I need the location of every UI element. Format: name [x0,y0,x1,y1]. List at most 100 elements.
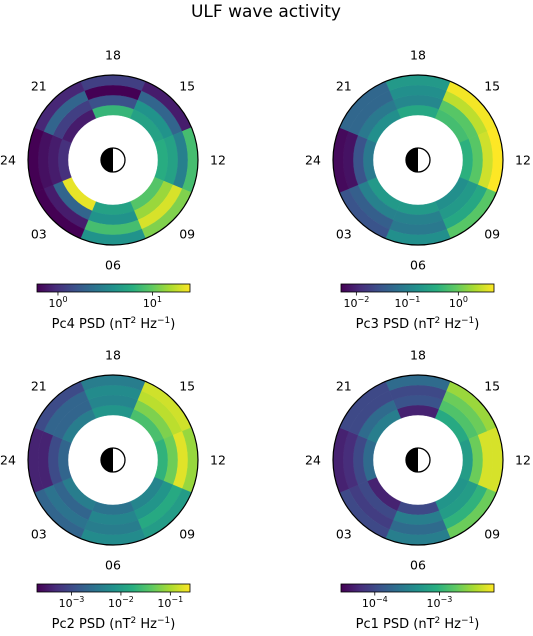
colorbar-tick-label: 10−2 [344,295,370,310]
heatmap-cell [163,434,179,486]
sun-outline [405,147,431,173]
mlt-label: 03 [31,227,47,242]
colorbar-tick-label: 10−3 [427,595,453,610]
heatmap-cell [342,431,359,489]
heatmap-cell [352,434,368,486]
heatmap-cell [442,484,488,530]
heatmap-cell [133,99,174,140]
heatmap-cell [389,219,447,236]
mlt-label: 09 [484,227,500,242]
heatmap-cell [442,390,488,436]
sun-outline [405,447,431,473]
mlt-label: 03 [336,527,352,542]
heatmap-cell [348,390,394,436]
heatmap-cell [434,476,470,512]
heatmap-cell [442,90,488,136]
heatmap-cell [61,408,97,444]
heatmap-cell [61,176,97,212]
panel-pc1: 18 15 12 09 06 03 24 21 10−4 10−3 Pc1 PSD (nT2 Hz−… [305,348,531,633]
mlt-label: 15 [179,78,195,93]
heatmap-cell [137,184,183,230]
heatmap-cell [84,519,142,536]
colorbar-tick-label: 10−2 [108,595,134,610]
heatmap-cell [352,134,368,186]
heatmap-cell [362,438,377,482]
mlt-label: 21 [336,378,352,393]
heatmap-cell [133,399,174,440]
colorbar-label: Pc2 PSD (nT2 Hz−1) [52,616,176,632]
colorbar-label: Pc4 PSD (nT2 Hz−1) [52,316,176,332]
heatmap-cell [468,134,484,186]
heatmap-cell [129,408,165,444]
heatmap-cell [392,510,444,526]
heatmap-cell [47,134,63,186]
heatmap-cell [43,184,89,230]
mlt-label: 12 [210,153,226,168]
heatmap-cell [37,131,54,189]
mlt-label: 15 [484,378,500,393]
mlt-label: 12 [515,153,531,168]
heatmap-cell [357,480,398,521]
heatmap-cell [434,176,470,212]
half-shaded-sun-icon [406,448,418,472]
sun-outline [100,147,126,173]
mlt-label: 09 [179,527,195,542]
heatmap-cell [348,90,394,136]
heatmap-cell [366,176,402,212]
heatmap-cell [52,399,93,440]
mlt-label: 06 [105,558,121,573]
colorbar-label: Pc3 PSD (nT2 Hz−1) [356,316,480,332]
half-shaded-sun-icon [406,148,418,172]
heatmap-cell [84,219,142,236]
heatmap-cell [133,480,174,521]
colorbar [340,283,495,293]
heatmap-cell [392,210,444,226]
heatmap-cell [442,184,488,230]
colorbar-tick-label: 100 [48,295,67,310]
heatmap-cell [396,501,440,516]
mlt-label: 06 [410,558,426,573]
mlt-label: 12 [210,453,226,468]
heatmap-cell [366,476,402,512]
heatmap-cell [137,390,183,436]
mlt-label: 09 [179,227,195,242]
mlt-label: 18 [410,348,426,363]
colorbar-tick-label: 10−1 [395,295,421,310]
colorbar [340,583,495,593]
heatmap-cell [43,90,89,136]
half-shaded-sun-icon [101,148,113,172]
panels-group: 18 15 12 09 06 03 24 21 100 101 Pc4 PSD (nT2 Hz−1)… [0,48,531,633]
outer-boundary [27,74,199,246]
mlt-label: 18 [410,48,426,63]
colorbar-tick-label: 10−1 [157,595,183,610]
heatmap-cell [438,99,479,140]
heatmap-cell [438,180,479,221]
heatmap-cell [468,434,484,486]
heatmap-cell [91,201,135,216]
colorbar-tick-label: 100 [449,295,468,310]
sun-outline [100,447,126,473]
mlt-label: 18 [105,348,121,363]
heatmap-cell [348,184,394,230]
heatmap-cell [396,201,440,216]
mlt-label: 12 [515,453,531,468]
heatmap-cell [37,431,54,489]
colorbar [36,583,191,593]
heatmap-cell [129,476,165,512]
heatmap-cell [477,131,494,189]
heatmap-cell [47,434,63,486]
mlt-label: 18 [105,48,121,63]
outer-boundary [27,374,199,546]
colorbar-tick-label: 10−3 [59,595,85,610]
heatmap-cell [43,484,89,530]
heatmap-cell [477,431,494,489]
mlt-label: 15 [179,378,195,393]
mlt-label: 21 [31,378,47,393]
heatmap-cell [57,138,72,182]
mlt-label: 03 [336,227,352,242]
heatmap-cell [459,438,474,482]
heatmap-cell [357,99,398,140]
heatmap-cell [137,90,183,136]
heatmap-cell [154,438,169,482]
mlt-label: 21 [336,78,352,93]
